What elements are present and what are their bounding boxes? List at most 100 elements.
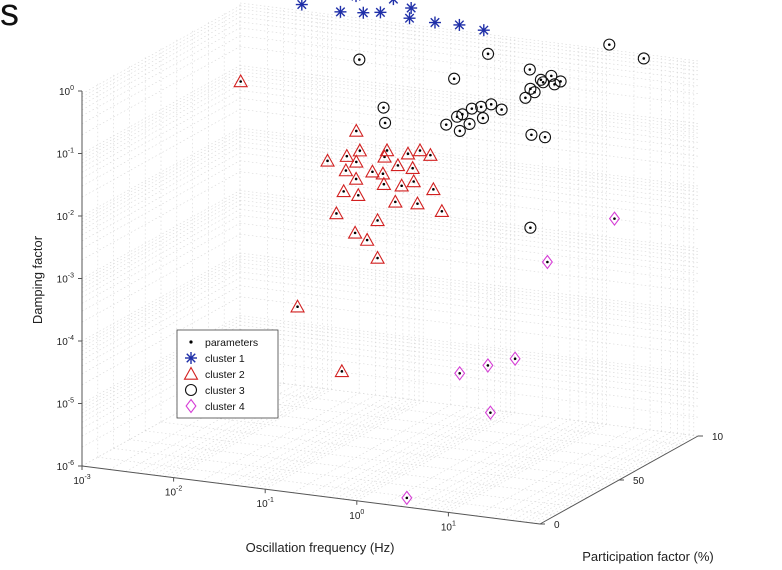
grid-line — [256, 399, 415, 489]
grid-line — [239, 285, 699, 344]
grid-line — [239, 358, 699, 418]
grid-line — [239, 35, 699, 94]
data-point — [525, 128, 538, 141]
grid-line — [239, 21, 699, 81]
grid-line — [239, 315, 699, 374]
grid-line — [239, 130, 699, 190]
x-tick-label: 100 — [349, 509, 364, 522]
data-point — [405, 160, 421, 174]
data-point — [524, 221, 537, 234]
grid-line — [239, 252, 699, 312]
grid-line — [239, 233, 699, 293]
y-tick-label: 10-3 — [57, 273, 74, 286]
legend-marker — [183, 366, 199, 380]
data-point — [434, 203, 450, 218]
data-point — [537, 76, 550, 89]
grid-line — [239, 79, 699, 138]
grid-line — [239, 71, 699, 130]
legend-label: parameters — [205, 337, 258, 349]
data-point — [290, 299, 305, 313]
data-point — [422, 147, 438, 161]
data-point — [377, 101, 390, 114]
data-point — [370, 250, 385, 264]
data-point — [379, 116, 392, 129]
data-point — [348, 171, 364, 185]
grid-line — [239, 271, 699, 331]
data-point — [425, 181, 441, 196]
data-point — [453, 18, 466, 31]
data-point — [476, 112, 490, 125]
y-tick-label: 100 — [59, 85, 74, 98]
data-point — [412, 142, 428, 157]
grid-line — [239, 137, 699, 196]
data-point — [454, 365, 466, 381]
grid-line — [525, 433, 684, 523]
data-point — [554, 75, 567, 88]
y-tick-label: 10-6 — [57, 460, 74, 473]
z-tick-label: 0 — [554, 520, 560, 531]
data-point — [334, 5, 347, 18]
grid-line — [239, 377, 699, 437]
data-point — [637, 52, 650, 65]
grid-line — [239, 318, 699, 377]
grid-layer — [81, 2, 699, 525]
grid-line — [239, 146, 699, 206]
grid-line — [239, 334, 699, 393]
z-tick-label: 50 — [633, 476, 645, 487]
x-tick-label: 10-3 — [73, 474, 90, 487]
grid-line — [239, 127, 699, 187]
data-point — [233, 73, 249, 88]
grid-line — [239, 193, 699, 252]
grid-line — [239, 209, 699, 268]
grid-line — [176, 412, 635, 472]
grid-line — [239, 190, 699, 249]
grid-line — [239, 5, 699, 65]
data-point — [453, 124, 466, 137]
data-point — [350, 187, 366, 201]
x-tick-label: 101 — [441, 520, 456, 533]
series-cluster-2 — [233, 73, 450, 378]
data-point — [519, 91, 532, 104]
data-point — [463, 117, 476, 131]
data-point — [523, 63, 536, 76]
grid-line — [239, 296, 699, 355]
data-point — [348, 123, 364, 137]
data-point — [379, 142, 395, 157]
grid-line — [239, 262, 699, 321]
y-tick-label: 10-1 — [57, 148, 74, 161]
data-point — [482, 47, 495, 60]
grid-line — [239, 255, 699, 315]
grid-line — [239, 74, 699, 134]
data-point — [477, 24, 490, 37]
data-point — [376, 176, 392, 190]
data-point — [400, 146, 416, 160]
grid-line — [239, 141, 699, 201]
series-cluster-3 — [353, 38, 650, 234]
data-point — [394, 178, 410, 192]
grid-line — [239, 266, 699, 326]
data-point — [482, 357, 494, 373]
points-layer — [233, 0, 650, 506]
data-point — [545, 69, 558, 82]
grid-line — [239, 258, 699, 318]
data-point — [374, 6, 387, 19]
grid-line — [239, 16, 699, 76]
legend: parameters cluster 1 cluster 2 cluster 3 clu… — [176, 329, 279, 419]
data-point — [406, 173, 422, 188]
data-point — [541, 254, 553, 270]
z-tick-label: 10 — [712, 432, 724, 443]
data-point — [364, 164, 380, 178]
data-point — [295, 0, 308, 11]
grid-line — [239, 324, 699, 384]
data-point — [428, 16, 441, 29]
grid-line — [129, 439, 588, 498]
corner-letter: s — [0, 0, 19, 34]
data-point — [387, 194, 403, 208]
x-tick-label: 10-2 — [165, 486, 182, 499]
grid-line — [239, 8, 699, 68]
data-point — [336, 183, 352, 198]
grid-line — [239, 321, 699, 380]
grid-line — [239, 90, 699, 149]
data-point — [334, 363, 350, 378]
